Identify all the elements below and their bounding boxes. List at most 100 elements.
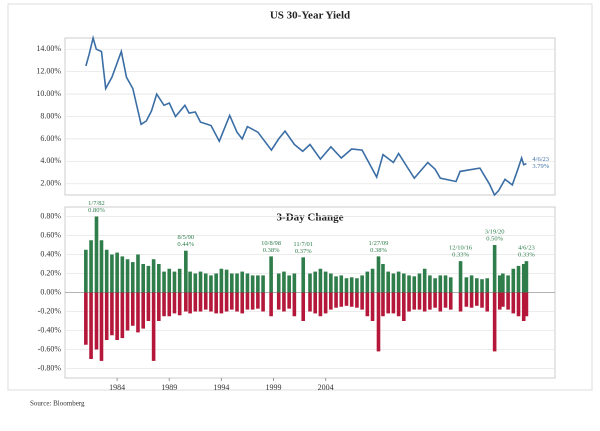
bar: [524, 261, 529, 293]
bar: [501, 273, 505, 293]
bar: [261, 275, 265, 293]
bar: [240, 271, 245, 293]
bar: [469, 292, 474, 308]
y-tick-label: 2.00%: [40, 179, 61, 188]
bar: [84, 292, 88, 345]
x-tick-label: 1989: [161, 383, 177, 392]
bar: [516, 265, 521, 293]
bar: [308, 273, 312, 293]
bar: [99, 292, 104, 361]
bar: [209, 292, 213, 312]
bar: [407, 275, 411, 293]
bar: [240, 292, 245, 314]
bar: [188, 292, 192, 314]
bar: [370, 292, 375, 321]
bar: [292, 292, 297, 317]
bar: [365, 271, 370, 293]
bar: [485, 292, 490, 312]
bar: [94, 292, 99, 350]
bar: [99, 240, 104, 293]
bar: [458, 292, 463, 312]
bar: [146, 265, 151, 293]
bar: [151, 259, 156, 293]
annotation-date: 11/7/01: [293, 241, 313, 248]
bar: [448, 277, 453, 293]
bar: [381, 292, 385, 317]
annotation-value: 0.38%: [263, 247, 280, 254]
bar: [162, 271, 166, 293]
bar: [287, 275, 291, 293]
bar: [256, 275, 260, 293]
annotation-value: 0.80%: [88, 207, 105, 214]
bar: [391, 273, 396, 293]
bar: [521, 264, 526, 293]
bar: [193, 273, 198, 293]
bar: [355, 278, 359, 293]
bar: [433, 292, 437, 308]
y-tick-label: 0.20%: [40, 268, 61, 277]
bar: [167, 292, 172, 317]
bar: [443, 292, 448, 308]
bar: [376, 292, 381, 352]
bar: [412, 292, 417, 310]
bar: [157, 264, 161, 293]
annotation-date: 12/10/16: [449, 245, 473, 252]
bar: [292, 273, 297, 293]
annotation-value: 3.79%: [532, 163, 549, 170]
bar: [130, 292, 135, 326]
bar: [417, 273, 422, 293]
bar: [313, 271, 318, 293]
bar: [370, 268, 375, 293]
bar: [501, 292, 505, 307]
bar: [89, 240, 93, 293]
bar: [360, 275, 364, 293]
bar: [349, 277, 354, 293]
bar: [308, 292, 312, 312]
bar: [110, 292, 114, 336]
bar: [269, 256, 273, 293]
bar: [250, 292, 255, 310]
bar: [323, 271, 328, 293]
y-tick-label: 0.00%: [40, 287, 61, 296]
bar: [428, 275, 432, 293]
bar: [256, 292, 260, 309]
y-tick-label: 8.00%: [40, 111, 61, 120]
bar: [365, 292, 370, 317]
annotation-value: 0.33%: [452, 252, 469, 259]
bar: [391, 292, 396, 314]
bar: [443, 275, 448, 293]
chart-title: US 30-Year Yield: [270, 10, 350, 22]
bar: [184, 250, 188, 293]
bar: [386, 271, 390, 293]
y-tick-label: 0.40%: [40, 249, 61, 258]
y-tick-label: 0.60%: [40, 230, 61, 239]
bar: [428, 292, 432, 310]
bar: [344, 278, 349, 293]
bar: [282, 292, 286, 312]
bar: [480, 279, 484, 293]
bar: [402, 273, 406, 293]
bar: [250, 275, 255, 293]
bar: [422, 292, 427, 312]
bar: [115, 252, 119, 293]
bar: [184, 292, 188, 312]
annotation-date: 4/6/23: [532, 156, 549, 163]
y-tick-label: -0.40%: [38, 325, 62, 334]
y-tick-label: 14.00%: [36, 44, 61, 53]
bar: [136, 292, 140, 333]
bar: [130, 262, 135, 293]
annotation-value: 0.50%: [486, 235, 503, 242]
annotation-date: 1/27/09: [369, 240, 389, 247]
bar: [162, 292, 166, 317]
annotation-value: 0.33%: [518, 252, 535, 259]
bar: [276, 292, 281, 310]
annotation-date: 4/6/23: [518, 245, 535, 252]
bar: [334, 276, 338, 293]
bar: [318, 268, 323, 293]
bar: [115, 292, 119, 340]
source: Source: Bloomberg: [30, 400, 85, 408]
bar: [497, 292, 502, 310]
bar: [245, 273, 250, 293]
bar: [339, 292, 344, 307]
bar: [329, 273, 333, 293]
